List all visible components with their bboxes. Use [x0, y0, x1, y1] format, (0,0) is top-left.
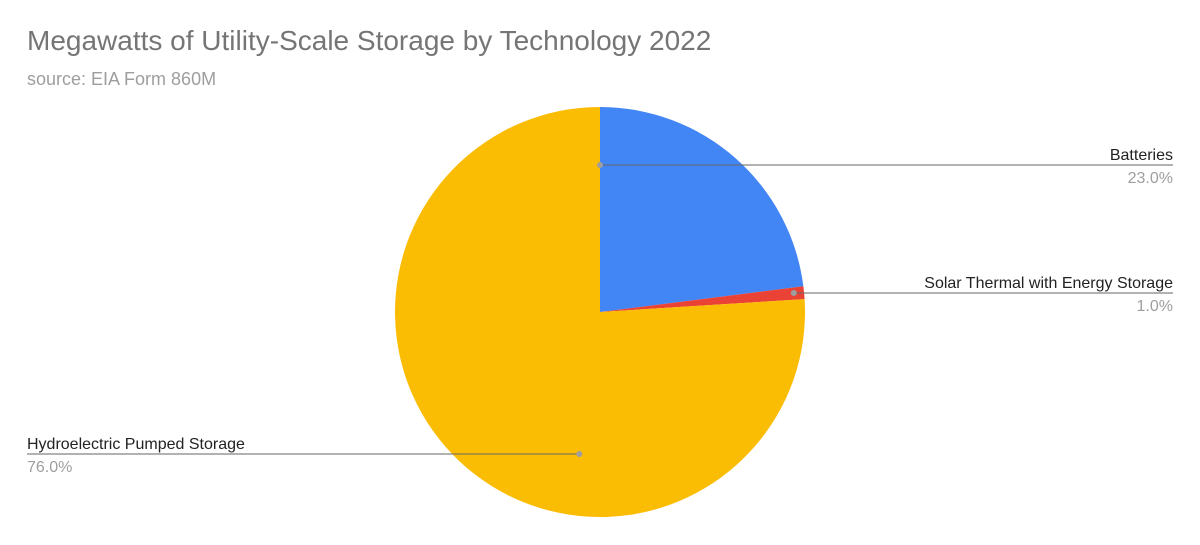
slice-label-batteries: Batteries — [1110, 147, 1173, 164]
slice-label-hydroelectric-pumped-storage: Hydroelectric Pumped Storage — [27, 436, 245, 453]
leader-dot-solar-thermal-with-energy-storage — [790, 290, 797, 296]
pie-slice-hydroelectric-pumped-storage — [395, 107, 806, 517]
pie-slice-solar-thermal-with-energy-storage — [600, 286, 805, 312]
chart-subtitle: source: EIA Form 860M — [27, 69, 217, 89]
pie-slice-batteries — [600, 107, 804, 312]
slice-label-solar-thermal-with-energy-storage: Solar Thermal with Energy Storage — [924, 275, 1173, 292]
leader-dot-hydroelectric-pumped-storage — [576, 451, 583, 457]
slice-percent-batteries: 23.0% — [1128, 170, 1173, 187]
slice-percent-hydroelectric-pumped-storage: 76.0% — [27, 459, 72, 476]
slice-percent-solar-thermal-with-energy-storage: 1.0% — [1137, 298, 1173, 315]
leader-dot-batteries — [597, 162, 603, 168]
chart-title: Megawatts of Utility-Scale Storage by Te… — [27, 25, 712, 56]
